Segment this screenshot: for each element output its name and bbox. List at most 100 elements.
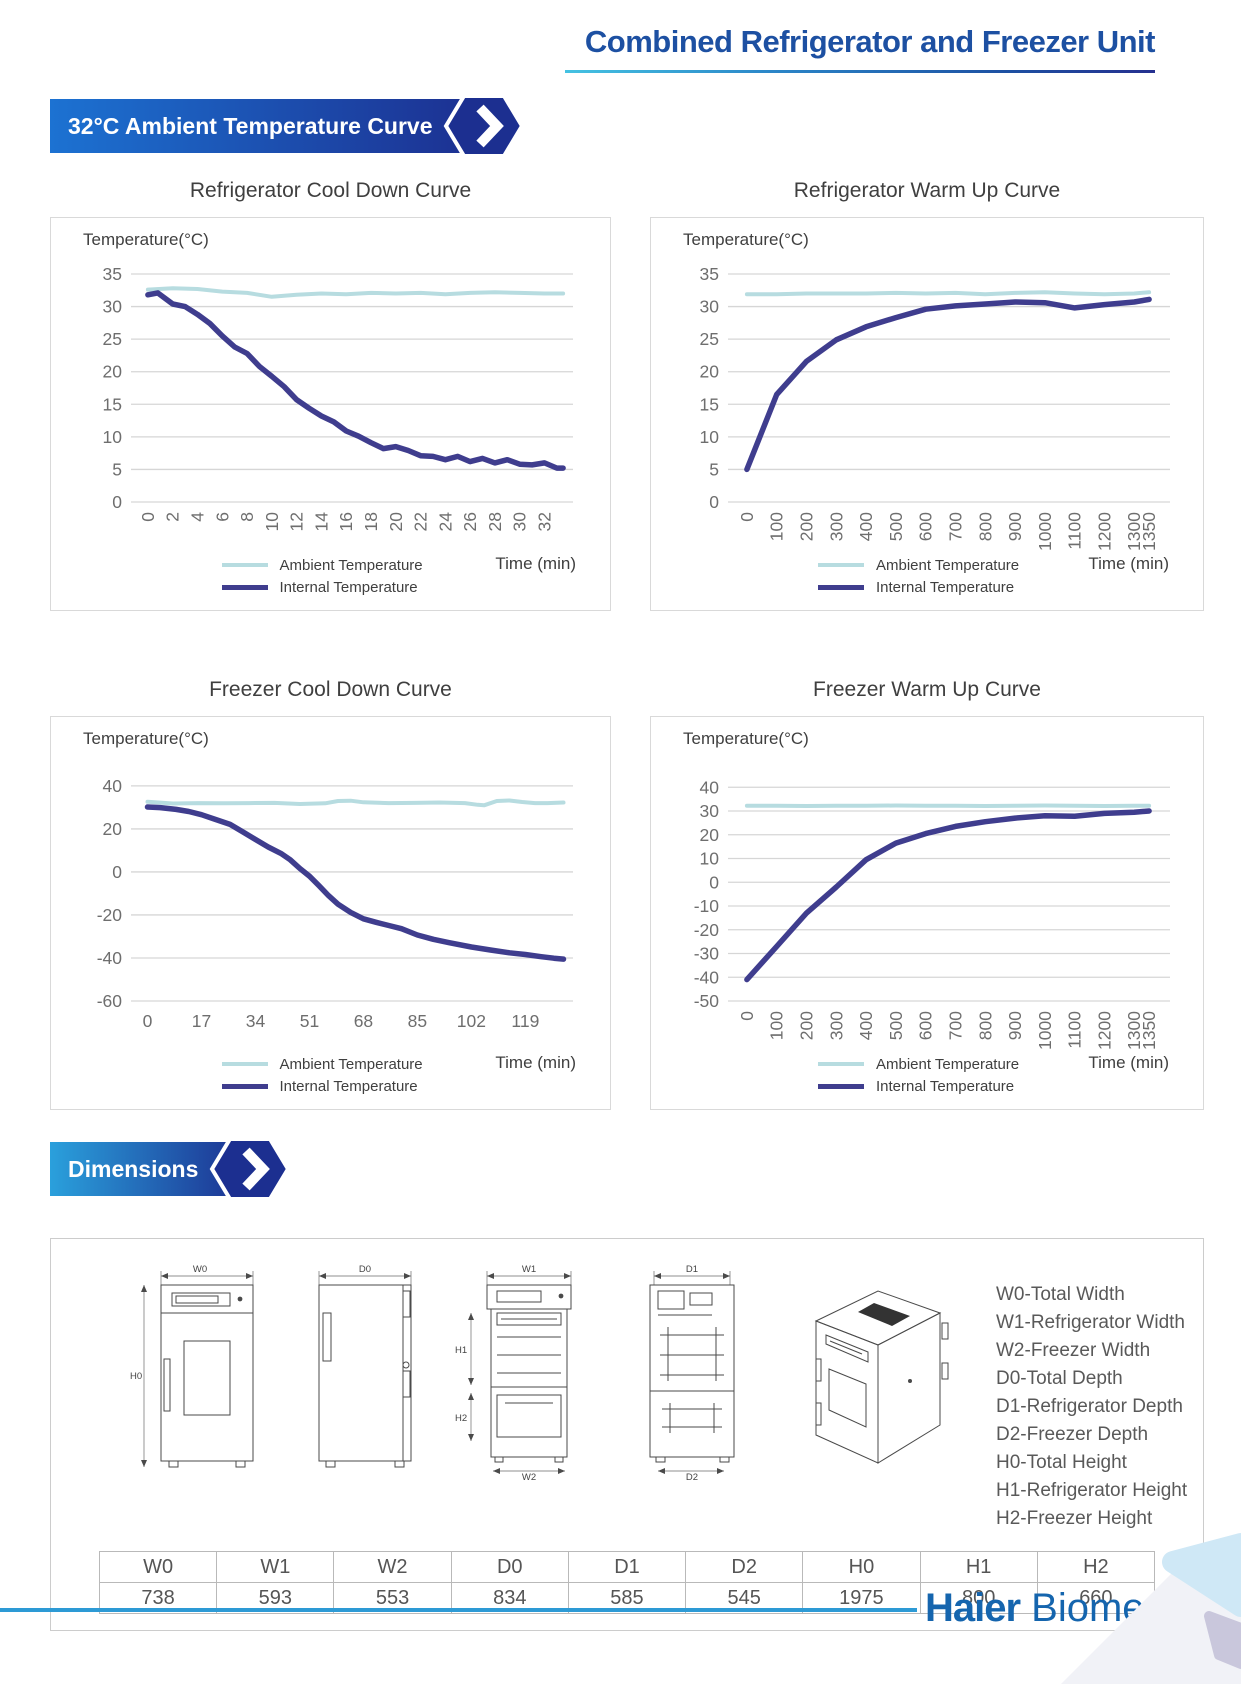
ambient-temperature-line xyxy=(744,290,1151,297)
dimension-legend-item: D1-Refrigerator Depth xyxy=(996,1396,1183,1417)
svg-text:-30: -30 xyxy=(693,944,719,964)
chart-title: Refrigerator Warm Up Curve xyxy=(793,179,1061,202)
svg-text:20: 20 xyxy=(699,825,719,845)
internal-line-swatch xyxy=(818,584,864,590)
svg-text:400: 400 xyxy=(856,512,876,541)
svg-text:0: 0 xyxy=(709,492,719,512)
svg-text:20: 20 xyxy=(699,362,719,382)
svg-text:25: 25 xyxy=(699,329,718,349)
svg-text:1350: 1350 xyxy=(1139,1011,1159,1050)
chevron-right-icon xyxy=(209,1137,310,1201)
x-axis-title: Time (min) xyxy=(495,1053,576,1072)
svg-text:-20: -20 xyxy=(693,920,719,940)
drawing-isometric-view xyxy=(776,1263,956,1481)
svg-text:800: 800 xyxy=(975,1011,995,1040)
internal-temperature-line xyxy=(144,804,567,962)
drawing-interior-front-view: W1 H1 xyxy=(449,1263,604,1481)
y-axis-title: Temperature(°C) xyxy=(683,729,809,748)
dimension-legend-item: D0-Total Depth xyxy=(996,1368,1123,1389)
svg-text:5: 5 xyxy=(709,459,719,479)
svg-text:700: 700 xyxy=(945,1011,965,1040)
svg-text:-40: -40 xyxy=(693,967,719,987)
svg-text:-60: -60 xyxy=(97,991,123,1011)
svg-text:1200: 1200 xyxy=(1094,1011,1114,1050)
internal-line-swatch xyxy=(221,1083,268,1089)
svg-text:40: 40 xyxy=(699,777,719,797)
svg-text:1000: 1000 xyxy=(1034,512,1054,551)
svg-text:5: 5 xyxy=(112,459,122,479)
dimension-legend-item: H0-Total Height xyxy=(996,1452,1127,1473)
dim-label-d0: D0 xyxy=(359,1264,371,1275)
svg-text:1100: 1100 xyxy=(1064,512,1084,550)
y-axis-title: Temperature(°C) xyxy=(683,230,809,249)
svg-text:0: 0 xyxy=(709,872,719,892)
corner-decoration xyxy=(1061,1533,1241,1684)
svg-text:900: 900 xyxy=(1005,512,1025,541)
y-axis-title: Temperature(°C) xyxy=(83,230,209,249)
svg-text:32: 32 xyxy=(534,512,554,531)
table-cell: D2 xyxy=(685,1551,804,1583)
legend-label-internal: Internal Temperature xyxy=(876,1077,1015,1095)
legend-label-internal: Internal Temperature xyxy=(279,1077,418,1095)
drawing-side-view: D0 xyxy=(293,1263,433,1481)
svg-text:2: 2 xyxy=(163,512,183,522)
svg-text:15: 15 xyxy=(103,394,122,414)
svg-text:30: 30 xyxy=(699,297,719,317)
y-axis-title: Temperature(°C) xyxy=(83,729,209,748)
charts-grid: Refrigerator Cool Down Curve Temperature… xyxy=(50,179,1204,1110)
svg-text:14: 14 xyxy=(311,512,331,532)
section-banner-temperature-curve: 32°C Ambient Temperature Curve xyxy=(50,94,544,158)
svg-text:1200: 1200 xyxy=(1094,512,1114,551)
chart-title: Freezer Cool Down Curve xyxy=(209,678,452,701)
svg-text:30: 30 xyxy=(699,801,719,821)
svg-text:102: 102 xyxy=(457,1011,486,1031)
dimension-legend-item: W0-Total Width xyxy=(996,1284,1125,1305)
dim-label-h2: H2 xyxy=(455,1413,467,1424)
svg-text:4: 4 xyxy=(187,512,207,522)
internal-temperature-line xyxy=(145,290,566,471)
dim-label-w2: W2 xyxy=(522,1472,536,1481)
dimension-legend-item: D2-Freezer Depth xyxy=(996,1424,1149,1445)
svg-text:500: 500 xyxy=(885,1011,905,1040)
svg-text:10: 10 xyxy=(699,427,719,447)
table-cell: 800 xyxy=(919,1582,1038,1614)
svg-text:200: 200 xyxy=(796,512,816,541)
drawing-front-view: W0 H0 xyxy=(127,1263,277,1481)
svg-text:12: 12 xyxy=(287,512,307,531)
svg-text:10: 10 xyxy=(699,849,719,869)
svg-text:10: 10 xyxy=(262,512,282,532)
table-cell: 660 xyxy=(1036,1582,1156,1614)
svg-text:0: 0 xyxy=(736,512,756,522)
x-axis-title: Time (min) xyxy=(495,554,576,573)
dimension-legend-item: H2-Freezer Height xyxy=(996,1508,1153,1529)
technical-drawings: W0 H0 xyxy=(77,1263,956,1481)
svg-text:0: 0 xyxy=(736,1011,756,1021)
table-cell: W2 xyxy=(333,1551,452,1583)
chart-legend: Time (min) Ambient Temperature Internal … xyxy=(51,554,610,604)
drawing-interior-side-view: D1 xyxy=(620,1263,760,1481)
svg-text:1300: 1300 xyxy=(1124,1011,1144,1050)
svg-text:26: 26 xyxy=(460,512,480,531)
table-cell: W0 xyxy=(98,1551,218,1583)
svg-text:1350: 1350 xyxy=(1139,512,1159,551)
svg-text:119: 119 xyxy=(511,1011,539,1031)
svg-text:22: 22 xyxy=(411,512,431,531)
svg-text:20: 20 xyxy=(103,362,123,382)
svg-text:1000: 1000 xyxy=(1034,1011,1054,1050)
table-cell: H0 xyxy=(802,1551,921,1583)
header-divider xyxy=(565,70,1155,73)
svg-text:1100: 1100 xyxy=(1064,1011,1084,1049)
svg-text:20: 20 xyxy=(386,512,406,532)
chart-legend: Time (min) Ambient Temperature Internal … xyxy=(51,1053,610,1103)
dimensions-panel: W0 H0 xyxy=(50,1238,1204,1631)
dimension-legend-item: H1-Refrigerator Height xyxy=(996,1480,1188,1501)
brand-logo-haier: Haier xyxy=(925,1586,1021,1630)
ambient-line-swatch xyxy=(221,563,268,567)
table-header-row: W0 W1 W2 D0 D1 D2 H0 H1 H2 xyxy=(98,1551,1156,1583)
svg-text:500: 500 xyxy=(885,512,905,541)
svg-text:30: 30 xyxy=(510,512,530,532)
svg-text:28: 28 xyxy=(485,512,505,531)
svg-text:600: 600 xyxy=(915,512,935,541)
svg-text:20: 20 xyxy=(103,819,123,839)
